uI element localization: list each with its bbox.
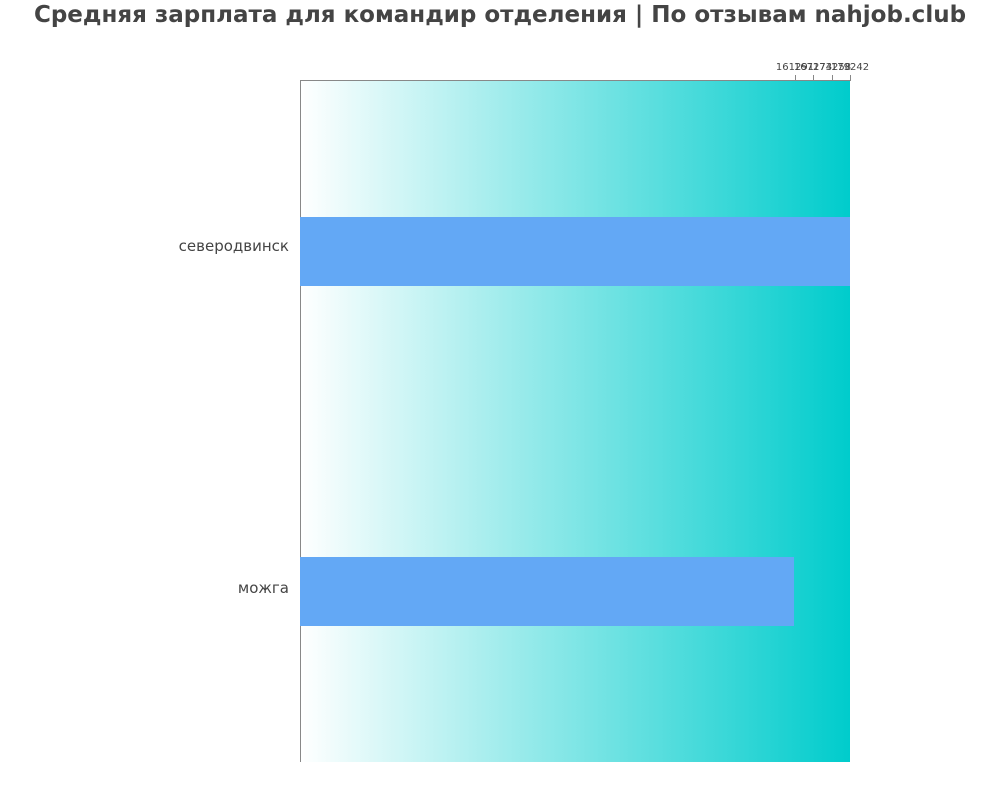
bar-severodvinsk	[300, 217, 850, 286]
x-tick-label: 173258	[812, 62, 852, 73]
x-tick	[832, 75, 833, 81]
category-label: северодвинск	[178, 237, 289, 255]
category-label: можга	[237, 579, 289, 597]
plot-area	[300, 80, 850, 762]
x-tick-label: 167274	[793, 62, 833, 73]
y-axis-line	[300, 80, 301, 762]
x-tick-label: 179242	[830, 62, 870, 73]
chart-title: Средняя зарплата для командир отделения …	[33, 2, 967, 28]
x-tick-label: 161291	[775, 62, 815, 73]
x-tick	[795, 75, 796, 81]
x-tick	[850, 75, 851, 81]
bar-mozhga	[300, 557, 794, 626]
x-tick	[813, 75, 814, 81]
x-axis-line	[300, 80, 851, 81]
